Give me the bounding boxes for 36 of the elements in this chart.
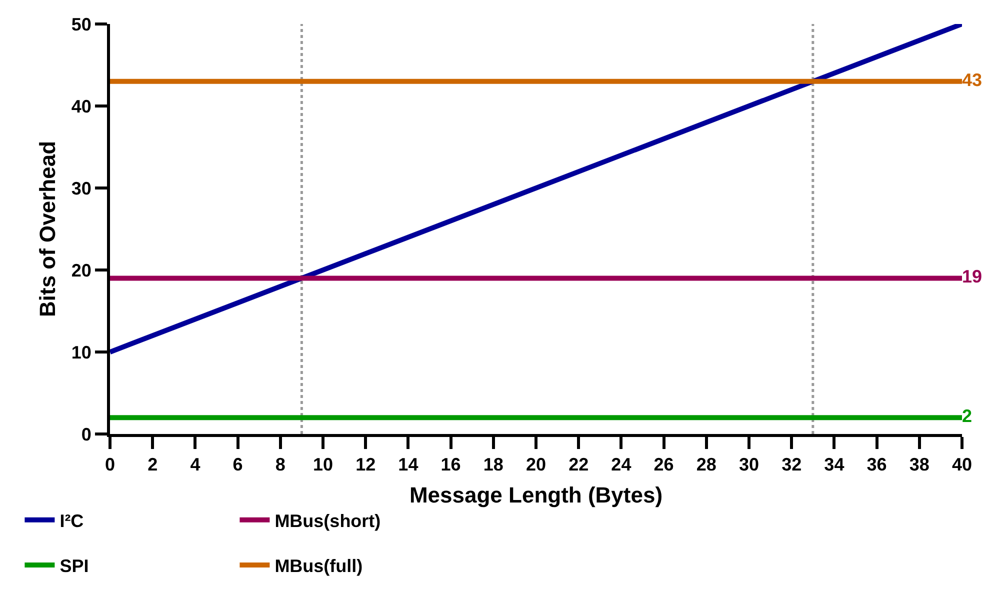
x-axis-title: Message Length (Bytes)	[409, 482, 663, 508]
y-tick-label: 10	[71, 342, 92, 362]
x-tick-label: 8	[275, 454, 286, 475]
y-tick-label: 50	[71, 14, 92, 34]
y-tick-label: 20	[71, 260, 92, 280]
x-tick-label: 26	[654, 454, 674, 475]
x-tick-label: 14	[398, 454, 418, 475]
x-tick-label: 12	[356, 454, 376, 475]
x-tick-label: 34	[824, 454, 844, 475]
data-label: 2	[962, 406, 972, 426]
x-tick-label: 38	[909, 454, 930, 475]
y-axis-title: Bits of Overhead	[35, 140, 60, 318]
x-tick-label: 24	[611, 454, 632, 475]
x-tick-label: 32	[782, 454, 802, 475]
data-label: 19	[962, 266, 982, 287]
x-tick-label: 4	[190, 454, 200, 475]
x-tick-label: 22	[568, 454, 589, 475]
x-tick-label: 2	[148, 454, 158, 475]
x-tick-label: 18	[483, 454, 504, 475]
x-tick-label: 20	[526, 454, 546, 475]
x-tick-label: 36	[866, 454, 887, 475]
legend-label: MBus(full)	[274, 556, 363, 576]
legend-label: MBus(short)	[274, 510, 381, 531]
x-tick-label: 28	[696, 454, 716, 475]
x-tick-label: 6	[232, 454, 243, 475]
legend-label: I²C	[60, 510, 84, 531]
y-tick-label: 30	[71, 178, 92, 198]
legend-label: SPI	[60, 556, 89, 576]
data-label: 43	[962, 70, 982, 90]
x-tick-label: 0	[104, 454, 116, 475]
x-tick-label: 10	[312, 454, 334, 475]
y-tick-label: 0	[81, 424, 92, 444]
x-tick-label: 40	[952, 454, 972, 475]
y-tick-label: 40	[71, 96, 92, 116]
x-tick-label: 30	[738, 454, 760, 475]
x-tick-label: 16	[440, 454, 461, 475]
